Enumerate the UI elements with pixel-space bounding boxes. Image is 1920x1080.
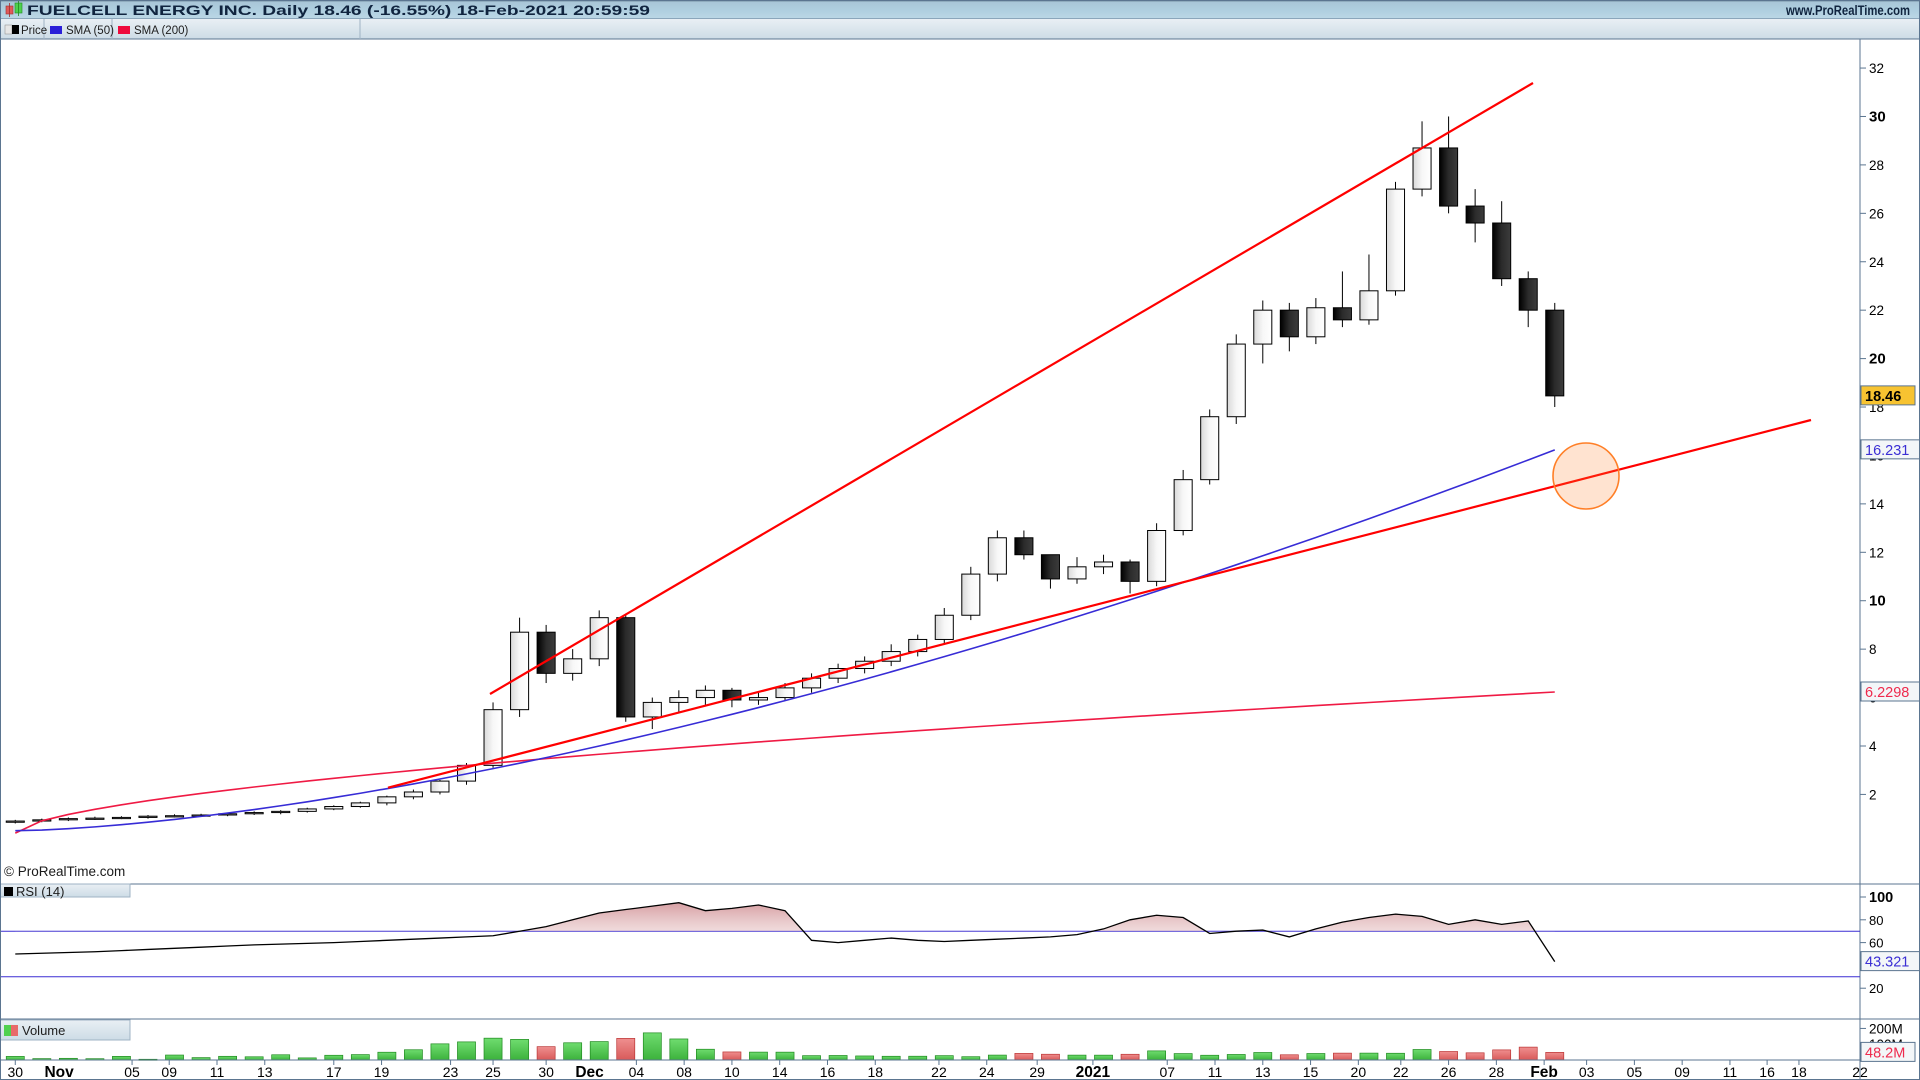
svg-text:© ProRealTime.com: © ProRealTime.com [4,864,125,879]
svg-text:22: 22 [1852,1064,1868,1080]
svg-text:04: 04 [629,1064,645,1080]
svg-text:RSI (14): RSI (14) [16,884,64,899]
svg-text:22: 22 [1393,1064,1409,1080]
svg-text:28: 28 [1489,1064,1505,1080]
svg-text:03: 03 [1579,1064,1595,1080]
svg-text:12: 12 [1869,545,1884,560]
svg-text:Feb: Feb [1530,1064,1558,1080]
svg-text:09: 09 [1674,1064,1690,1080]
svg-text:www.ProRealTime.com: www.ProRealTime.com [1785,3,1910,18]
svg-text:10: 10 [724,1064,740,1080]
svg-text:22: 22 [1869,303,1884,318]
svg-text:Volume: Volume [22,1023,65,1038]
svg-text:05: 05 [1627,1064,1643,1080]
svg-text:18.46: 18.46 [1865,389,1901,405]
svg-text:19: 19 [374,1064,390,1080]
svg-text:Price: Price [21,25,47,37]
svg-text:25: 25 [485,1064,501,1080]
svg-text:10: 10 [1869,593,1886,610]
svg-text:24: 24 [979,1064,995,1080]
svg-text:26: 26 [1441,1064,1457,1080]
svg-text:Nov: Nov [44,1064,74,1080]
svg-text:43.321: 43.321 [1865,955,1909,971]
svg-text:6.2298: 6.2298 [1865,685,1909,701]
svg-text:09: 09 [161,1064,177,1080]
svg-text:48.2M: 48.2M [1865,1045,1905,1061]
svg-text:2021: 2021 [1076,1064,1111,1080]
svg-text:16.231: 16.231 [1865,443,1909,459]
svg-text:80: 80 [1869,913,1883,928]
svg-text:08: 08 [676,1064,692,1080]
svg-text:28: 28 [1869,158,1884,173]
svg-text:11: 11 [210,1064,225,1080]
svg-text:SMA (200): SMA (200) [134,25,188,37]
svg-text:FUELCELL ENERGY INC. Daily 18.: FUELCELL ENERGY INC. Daily 18.46 (-16.55… [27,3,650,18]
svg-text:18: 18 [1791,1064,1807,1080]
svg-text:20: 20 [1869,351,1886,368]
svg-text:17: 17 [326,1064,342,1080]
svg-text:32: 32 [1869,61,1884,76]
svg-text:13: 13 [1255,1064,1271,1080]
svg-text:60: 60 [1869,936,1883,951]
svg-text:22: 22 [931,1064,947,1080]
svg-text:14: 14 [772,1064,788,1080]
svg-text:30: 30 [538,1064,554,1080]
svg-text:8: 8 [1869,642,1877,657]
svg-text:07: 07 [1159,1064,1175,1080]
svg-text:24: 24 [1869,255,1885,270]
svg-text:4: 4 [1869,739,1877,754]
svg-text:05: 05 [124,1064,140,1080]
svg-text:100: 100 [1869,890,1893,906]
svg-text:11: 11 [1208,1064,1223,1080]
svg-text:16: 16 [1759,1064,1775,1080]
svg-text:15: 15 [1303,1064,1319,1080]
svg-text:16: 16 [820,1064,836,1080]
svg-text:2: 2 [1869,787,1877,802]
svg-text:11: 11 [1723,1064,1738,1080]
svg-text:20: 20 [1869,981,1883,996]
svg-text:SMA (50): SMA (50) [66,25,114,37]
svg-text:Dec: Dec [575,1064,604,1080]
svg-text:200M: 200M [1869,1021,1903,1036]
svg-text:30: 30 [7,1064,23,1080]
svg-text:13: 13 [257,1064,273,1080]
svg-text:20: 20 [1351,1064,1367,1080]
svg-text:29: 29 [1029,1064,1045,1080]
svg-text:26: 26 [1869,206,1884,221]
svg-text:18: 18 [867,1064,883,1080]
svg-text:23: 23 [443,1064,459,1080]
svg-text:30: 30 [1869,108,1886,125]
svg-text:14: 14 [1869,497,1885,512]
